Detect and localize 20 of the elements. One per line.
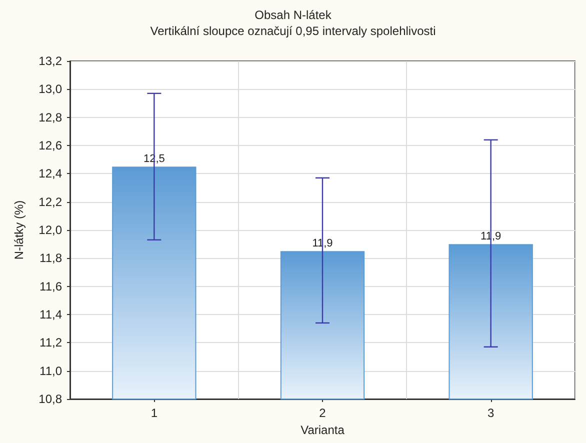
y-tick-label: 13,0 <box>38 82 62 96</box>
x-tick-label: 1 <box>150 406 158 420</box>
y-tick-label: 11,6 <box>40 279 62 294</box>
x-tick-label: 3 <box>487 406 494 420</box>
y-tick-label: 12,4 <box>38 166 62 181</box>
x-axis-title: Varianta <box>300 423 345 437</box>
x-tick-label: 2 <box>319 406 326 420</box>
y-tick-label: 12,0 <box>38 223 62 237</box>
chart-title: Obsah N-látek <box>254 8 332 22</box>
y-tick-label: 12,2 <box>38 194 62 209</box>
y-tick-label: 11,8 <box>40 251 62 266</box>
y-tick-label: 13,2 <box>38 54 62 68</box>
y-tick-label: 10,8 <box>38 392 62 406</box>
y-axis-title: N-látky (%) <box>12 200 26 260</box>
y-tick-label: 11,2 <box>40 336 62 350</box>
y-tick-label: 11,4 <box>40 308 62 322</box>
y-tick-label: 11,0 <box>40 364 62 378</box>
y-tick-label: 12,6 <box>38 138 62 152</box>
chart-subtitle: Vertikální sloupce označují 0,95 intervaly spolehlivosti <box>150 24 436 38</box>
y-tick-label: 12,8 <box>38 110 62 124</box>
